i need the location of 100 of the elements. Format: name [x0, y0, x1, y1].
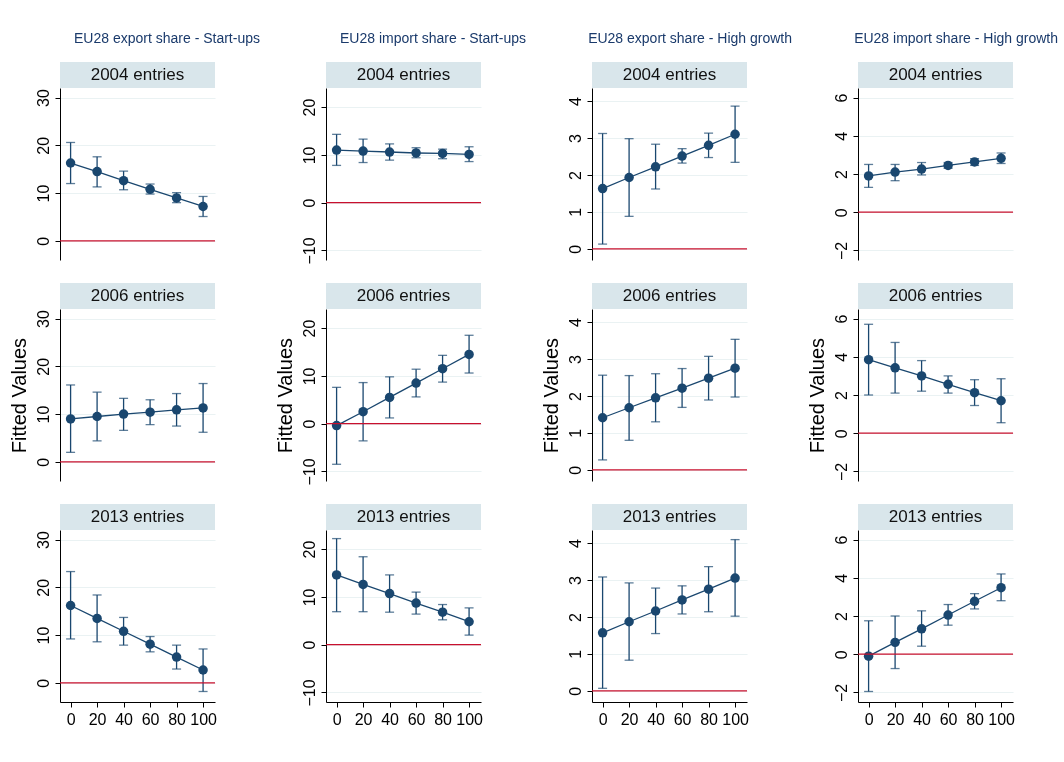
x-tick-label: 0	[864, 710, 874, 728]
y-tick-label: 2	[566, 391, 584, 401]
point	[92, 411, 102, 422]
y-tick-label: 0	[832, 650, 850, 660]
point	[331, 570, 342, 580]
point	[118, 409, 129, 419]
y-tick-label: −2	[832, 462, 850, 482]
y-tick-label: −2	[832, 241, 850, 261]
y-tick-label: 6	[832, 93, 850, 103]
chart-subtitle: 2004 entries	[592, 62, 747, 88]
y-tick-label: −2	[832, 683, 850, 703]
point	[969, 387, 980, 398]
point	[943, 610, 953, 620]
x-tick-label: 80	[168, 710, 187, 728]
x-tick-label: 0	[66, 710, 76, 728]
y-tick-label: 4	[566, 538, 584, 548]
point	[677, 383, 687, 393]
chart-title: 2013 entries	[858, 504, 1013, 530]
chart-title: 2006 entries	[60, 283, 215, 309]
point	[863, 354, 874, 365]
y-tick-label: 0	[832, 429, 850, 439]
y-tick-label: 4	[566, 96, 584, 106]
y-tick-label: 30	[34, 310, 52, 328]
y-tick-label: 0	[566, 465, 584, 475]
point	[411, 598, 421, 608]
y-tick-label: 30	[34, 89, 52, 107]
x-tick-label: 60	[407, 710, 426, 728]
point	[358, 406, 368, 417]
point	[464, 349, 474, 360]
y-tick-label: 2	[832, 611, 850, 621]
point	[437, 363, 448, 374]
chart-title: 2006 entries	[858, 283, 1013, 309]
point	[65, 158, 76, 168]
point	[890, 167, 900, 177]
y-tick-label: 1	[566, 207, 584, 217]
point	[65, 414, 76, 424]
y-tick-label: 20	[300, 319, 318, 338]
y-tick-label: 2	[832, 169, 850, 179]
y-tick-label: 3	[566, 354, 584, 364]
x-tick-label: 0	[598, 710, 608, 728]
y-tick-label: 1	[566, 649, 584, 659]
y-tick-label: 20	[300, 540, 318, 559]
point	[384, 392, 395, 403]
y-tick-label: 4	[832, 131, 850, 141]
y-axis-title: Fitted Values	[7, 337, 30, 454]
chart-subtitle: 2004 entries	[326, 62, 481, 88]
point	[464, 617, 474, 627]
point	[996, 396, 1006, 406]
y-tick-label: 4	[566, 317, 584, 327]
x-tick-label: 80	[966, 710, 985, 728]
point	[437, 607, 448, 617]
point	[358, 579, 368, 590]
point	[624, 617, 634, 627]
y-tick-label: 0	[34, 678, 52, 688]
point	[411, 378, 421, 388]
y-tick-label: 6	[832, 535, 850, 545]
chart-title: EU28 import share - Start-ups	[339, 30, 527, 46]
y-tick-label: −10	[300, 679, 318, 707]
x-tick-label: 100	[456, 710, 484, 728]
y-tick-label: 10	[300, 367, 318, 386]
point	[650, 606, 661, 616]
y-tick-label: 20	[34, 578, 52, 597]
point	[624, 172, 634, 183]
point	[597, 628, 608, 638]
point	[703, 373, 714, 383]
point	[198, 665, 208, 675]
chart-title: 2013 entries	[592, 504, 747, 530]
point	[118, 175, 129, 186]
point	[171, 405, 182, 415]
y-tick-label: −10	[300, 458, 318, 486]
x-tick-label: 20	[886, 710, 905, 728]
y-tick-label: 0	[300, 419, 318, 429]
y-tick-label: 0	[300, 640, 318, 650]
x-tick-label: 80	[700, 710, 719, 728]
point	[624, 403, 634, 413]
point	[650, 162, 661, 172]
x-tick-label: 20	[620, 710, 639, 728]
chart-subtitle: 2004 entries	[858, 62, 1013, 88]
point	[916, 624, 927, 634]
x-tick-label: 0	[332, 710, 342, 728]
point	[730, 573, 740, 583]
chart-title: EU28 export share - Start-ups	[73, 30, 261, 46]
point	[890, 363, 900, 373]
x-tick-label: 40	[115, 710, 134, 728]
y-tick-label: 2	[566, 612, 584, 622]
point	[969, 596, 980, 607]
point	[916, 371, 927, 381]
point	[650, 393, 661, 403]
y-tick-label: 1	[566, 428, 584, 438]
y-tick-label: 10	[300, 588, 318, 607]
y-tick-label: 10	[34, 405, 52, 424]
x-tick-label: 40	[647, 710, 666, 728]
y-tick-label: 3	[566, 133, 584, 143]
x-tick-label: 100	[988, 710, 1016, 728]
point	[65, 600, 76, 611]
x-tick-label: 100	[190, 710, 218, 728]
point	[703, 140, 714, 151]
y-tick-label: 3	[566, 575, 584, 585]
y-tick-label: 4	[832, 573, 850, 583]
x-tick-label: 60	[939, 710, 958, 728]
